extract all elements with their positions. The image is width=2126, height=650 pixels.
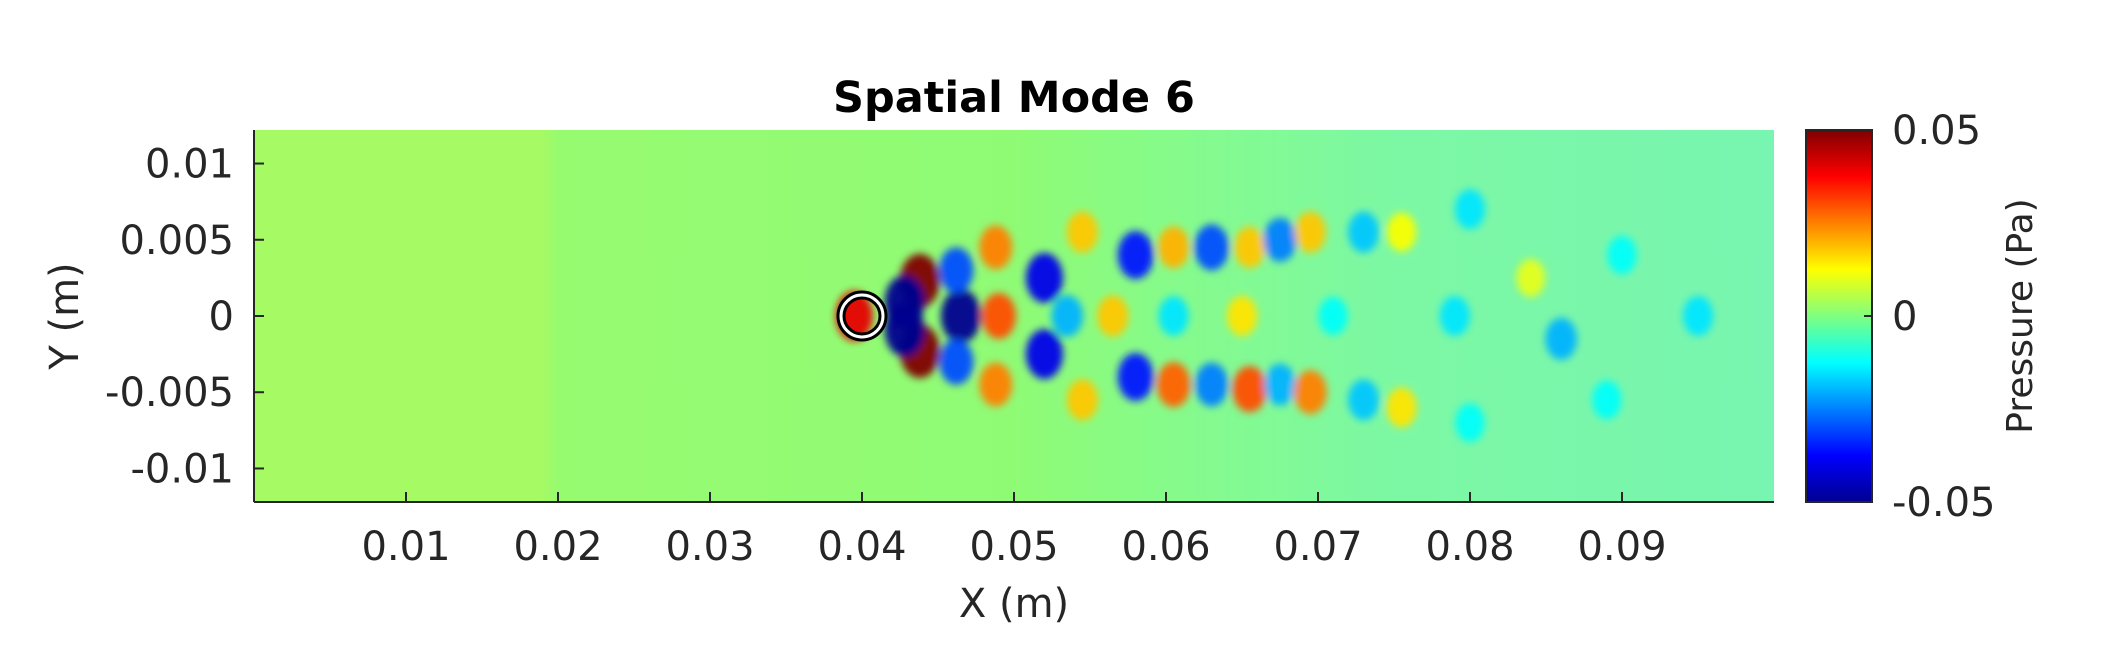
- x-tick-label: 0.09: [1577, 524, 1666, 570]
- mode-structure: [1455, 403, 1485, 443]
- x-tick-label: 0.02: [513, 524, 602, 570]
- x-tick-label: 0.04: [817, 524, 906, 570]
- y-tick-label: 0.01: [145, 142, 234, 188]
- mode-structure: [1157, 226, 1190, 269]
- chart-title: Spatial Mode 6: [833, 73, 1195, 123]
- mode-structure: [1194, 224, 1229, 271]
- mode-structure: [1516, 258, 1546, 297]
- colorbar-gradient: [1805, 129, 1873, 503]
- mode-structure: [1386, 387, 1417, 428]
- mode-structure: [939, 338, 974, 385]
- colorbar-ticks: 0.05 0 -0.05: [1864, 108, 1996, 526]
- y-axis-label: Y (m): [42, 262, 88, 370]
- mode-structure: [1232, 366, 1267, 413]
- y-tick-label: -0.005: [105, 370, 234, 416]
- y-tick-label: 0: [209, 294, 234, 340]
- x-tick-label: 0.07: [1273, 524, 1362, 570]
- mode-structure: [1592, 380, 1622, 420]
- plot-area: [253, 130, 1774, 503]
- mode-structure: [1264, 363, 1296, 406]
- x-tick-label: 0.03: [665, 524, 754, 570]
- mode-structure: [939, 247, 974, 294]
- mode-structure: [1607, 235, 1637, 275]
- mode-structure: [1545, 317, 1577, 360]
- mode-structure: [1386, 212, 1417, 252]
- mode-structure: [1117, 231, 1154, 280]
- x-tick-label: 0.05: [969, 524, 1058, 570]
- mode-structure: [940, 289, 981, 343]
- cylinder-marker: [836, 290, 888, 342]
- colorbar: 0.05 0 -0.05 Pressure (Pa): [1805, 108, 2041, 526]
- mode-structure: [1097, 295, 1129, 337]
- y-tick-label: 0.005: [119, 218, 234, 264]
- mode-structure: [1439, 296, 1470, 336]
- mode-structure: [1158, 296, 1189, 336]
- mode-structure: [1195, 362, 1229, 407]
- cylinder-inner-ring: [839, 293, 885, 339]
- colorbar-label: Pressure (Pa): [2000, 198, 2041, 433]
- mode-structure: [1294, 211, 1326, 253]
- mode-structure: [1348, 211, 1380, 253]
- mode-structure: [1066, 211, 1098, 253]
- mode-structure: [979, 362, 1013, 407]
- colorbar-tick-label: 0.05: [1892, 108, 1981, 154]
- mode-structure: [1226, 296, 1258, 336]
- mode-structure: [1025, 252, 1063, 303]
- x-tick-label: 0.08: [1425, 524, 1514, 570]
- mode-structure: [1682, 296, 1714, 336]
- mode-structure: [1066, 379, 1098, 421]
- mode-structure: [1051, 295, 1083, 337]
- x-axis-label: X (m): [959, 581, 1069, 627]
- mode-structure: [884, 302, 925, 357]
- x-tick-label: 0.06: [1121, 524, 1210, 570]
- mode-structure: [1318, 296, 1348, 336]
- mode-structure: [979, 225, 1013, 270]
- mode-structure: [1025, 329, 1063, 380]
- colorbar-tick-label: 0: [1892, 294, 1917, 340]
- x-tick-label: 0.01: [361, 524, 450, 570]
- mode-structure: [981, 293, 1016, 339]
- mode-structure: [1234, 226, 1266, 268]
- x-axis-ticks: 0.01 0.02 0.03 0.04 0.05 0.06 0.07 0.08 0.09: [361, 492, 1667, 570]
- y-axis-ticks: 0.01 0.005 0 -0.005 -0.01: [105, 142, 264, 492]
- mode-structure: [1454, 189, 1486, 230]
- mode-structure: [1348, 379, 1380, 421]
- mode-structures: [835, 189, 1714, 443]
- mode-structure: [1156, 362, 1191, 408]
- mode-structure: [1293, 370, 1327, 415]
- mode-structure: [1117, 352, 1154, 401]
- y-tick-label: -0.01: [131, 446, 235, 492]
- mode-structure: [1263, 217, 1297, 262]
- colorbar-tick-label: -0.05: [1892, 480, 1996, 526]
